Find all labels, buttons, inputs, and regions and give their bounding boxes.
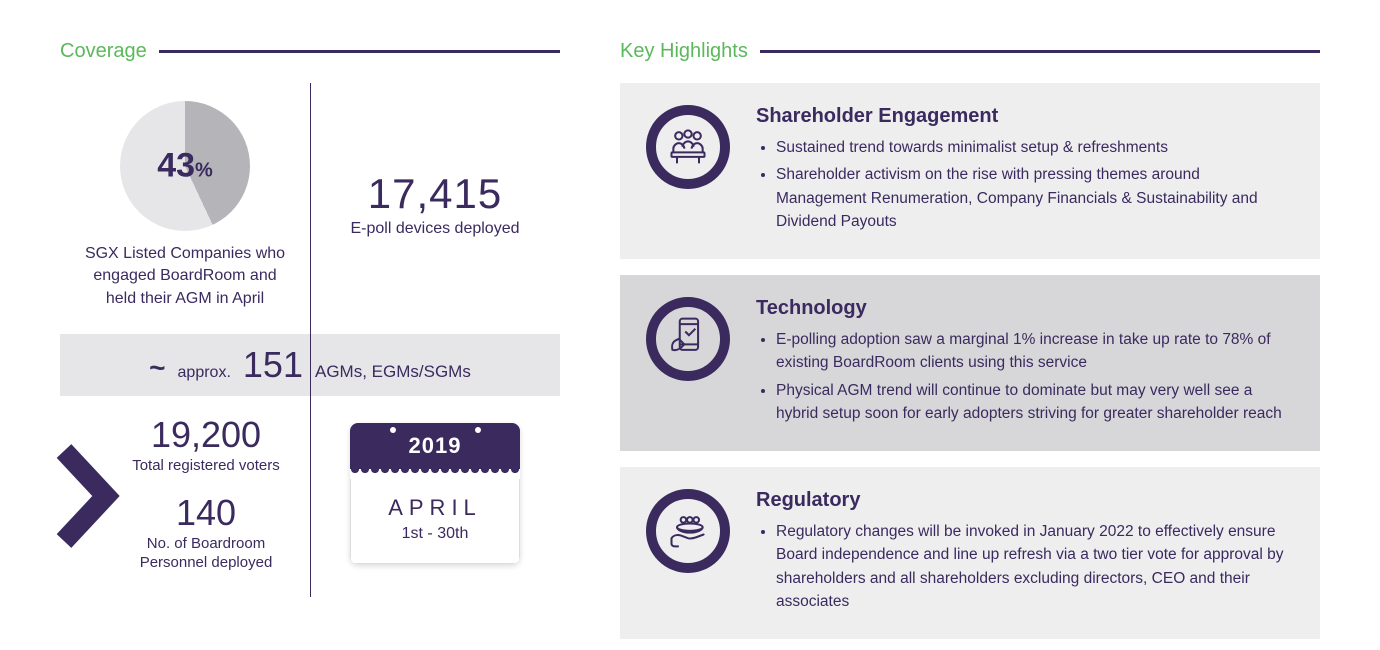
voters-label: Total registered voters: [120, 456, 292, 476]
highlight-card: Regulatory Regulatory changes will be in…: [620, 467, 1320, 639]
highlights-header: Key Highlights: [620, 40, 1320, 63]
pie-suffix: %: [195, 160, 213, 182]
highlight-title: Shareholder Engagement: [756, 105, 1294, 128]
chevron-icon: [54, 441, 124, 551]
meetings-label: AGMs, EGMs/SGMs: [315, 362, 471, 382]
infographic-container: Coverage 43% SGX Listed Companies who en…: [60, 40, 1320, 610]
highlight-body: Shareholder Engagement Sustained trend t…: [756, 105, 1294, 237]
calendar-cell: 2019 APRIL 1st - 30th: [310, 396, 560, 597]
meetings-value: 151: [243, 344, 303, 386]
highlight-card: Shareholder Engagement Sustained trend t…: [620, 83, 1320, 259]
highlights-column: Key Highlights Shareholder Engagement Su…: [620, 40, 1320, 610]
highlight-body: Technology E-polling adoption saw a marg…: [756, 297, 1294, 429]
highlight-title: Technology: [756, 297, 1294, 320]
governance-icon: [666, 507, 710, 556]
calendar-body: APRIL 1st - 30th: [350, 479, 520, 564]
calendar-header: 2019: [350, 423, 520, 469]
approx-label: approx.: [178, 364, 231, 382]
coverage-header: Coverage: [60, 40, 560, 63]
tilde-symbol: ~: [149, 352, 165, 384]
calendar-month: APRIL: [359, 495, 511, 521]
pie-description: SGX Listed Companies who engaged BoardRo…: [78, 243, 292, 310]
calendar-tear-edge: [350, 469, 520, 479]
governance-icon-ring: [646, 489, 730, 573]
highlights-list: Shareholder Engagement Sustained trend t…: [620, 83, 1320, 639]
phone-poll-icon: [666, 315, 710, 364]
highlight-body: Regulatory Regulatory changes will be in…: [756, 489, 1294, 617]
meetings-bar: ~ approx. 151 AGMs, EGMs/SGMs: [60, 334, 560, 396]
coverage-title: Coverage: [60, 40, 147, 63]
coverage-column: Coverage 43% SGX Listed Companies who en…: [60, 40, 560, 610]
highlights-title: Key Highlights: [620, 40, 748, 63]
personnel-label: No. of Boardroom Personnel deployed: [120, 534, 292, 573]
highlight-bullet: Physical AGM trend will continue to domi…: [776, 379, 1294, 426]
calendar-year: 2019: [350, 433, 520, 459]
highlight-title: Regulatory: [756, 489, 1294, 512]
coverage-header-rule: [159, 50, 560, 53]
calendar-binding-dots: [350, 427, 520, 433]
highlight-card: Technology E-polling adoption saw a marg…: [620, 275, 1320, 451]
epoll-value: 17,415: [328, 170, 542, 218]
highlight-bullet-list: Sustained trend towards minimalist setup…: [756, 136, 1294, 233]
pie-value: 43: [157, 147, 195, 185]
calendar-dates: 1st - 30th: [359, 525, 511, 543]
highlight-bullet: E-polling adoption saw a marginal 1% inc…: [776, 328, 1294, 375]
coverage-pie-chart: 43%: [120, 101, 250, 231]
calendar-widget: 2019 APRIL 1st - 30th: [350, 423, 520, 564]
pie-cell: 43% SGX Listed Companies who engaged Boa…: [60, 83, 310, 334]
coverage-grid: 43% SGX Listed Companies who engaged Boa…: [60, 83, 560, 597]
highlight-bullet: Sustained trend towards minimalist setup…: [776, 136, 1294, 159]
highlight-bullet: Shareholder activism on the rise with pr…: [776, 163, 1294, 233]
highlights-header-rule: [760, 50, 1320, 53]
pie-center-label: 43%: [157, 147, 213, 186]
epoll-cell: 17,415 E-poll devices deployed: [310, 83, 560, 334]
highlight-bullet: Regulatory changes will be invoked in Ja…: [776, 520, 1294, 613]
voters-value: 19,200: [120, 414, 292, 456]
voters-personnel-cell: 19,200 Total registered voters 140 No. o…: [60, 396, 310, 597]
highlight-bullet-list: E-polling adoption saw a marginal 1% inc…: [756, 328, 1294, 425]
highlight-bullet-list: Regulatory changes will be invoked in Ja…: [756, 520, 1294, 613]
meeting-icon: [666, 123, 710, 172]
meeting-icon-ring: [646, 105, 730, 189]
epoll-label: E-poll devices deployed: [328, 218, 542, 240]
personnel-value: 140: [120, 492, 292, 534]
phone-poll-icon-ring: [646, 297, 730, 381]
